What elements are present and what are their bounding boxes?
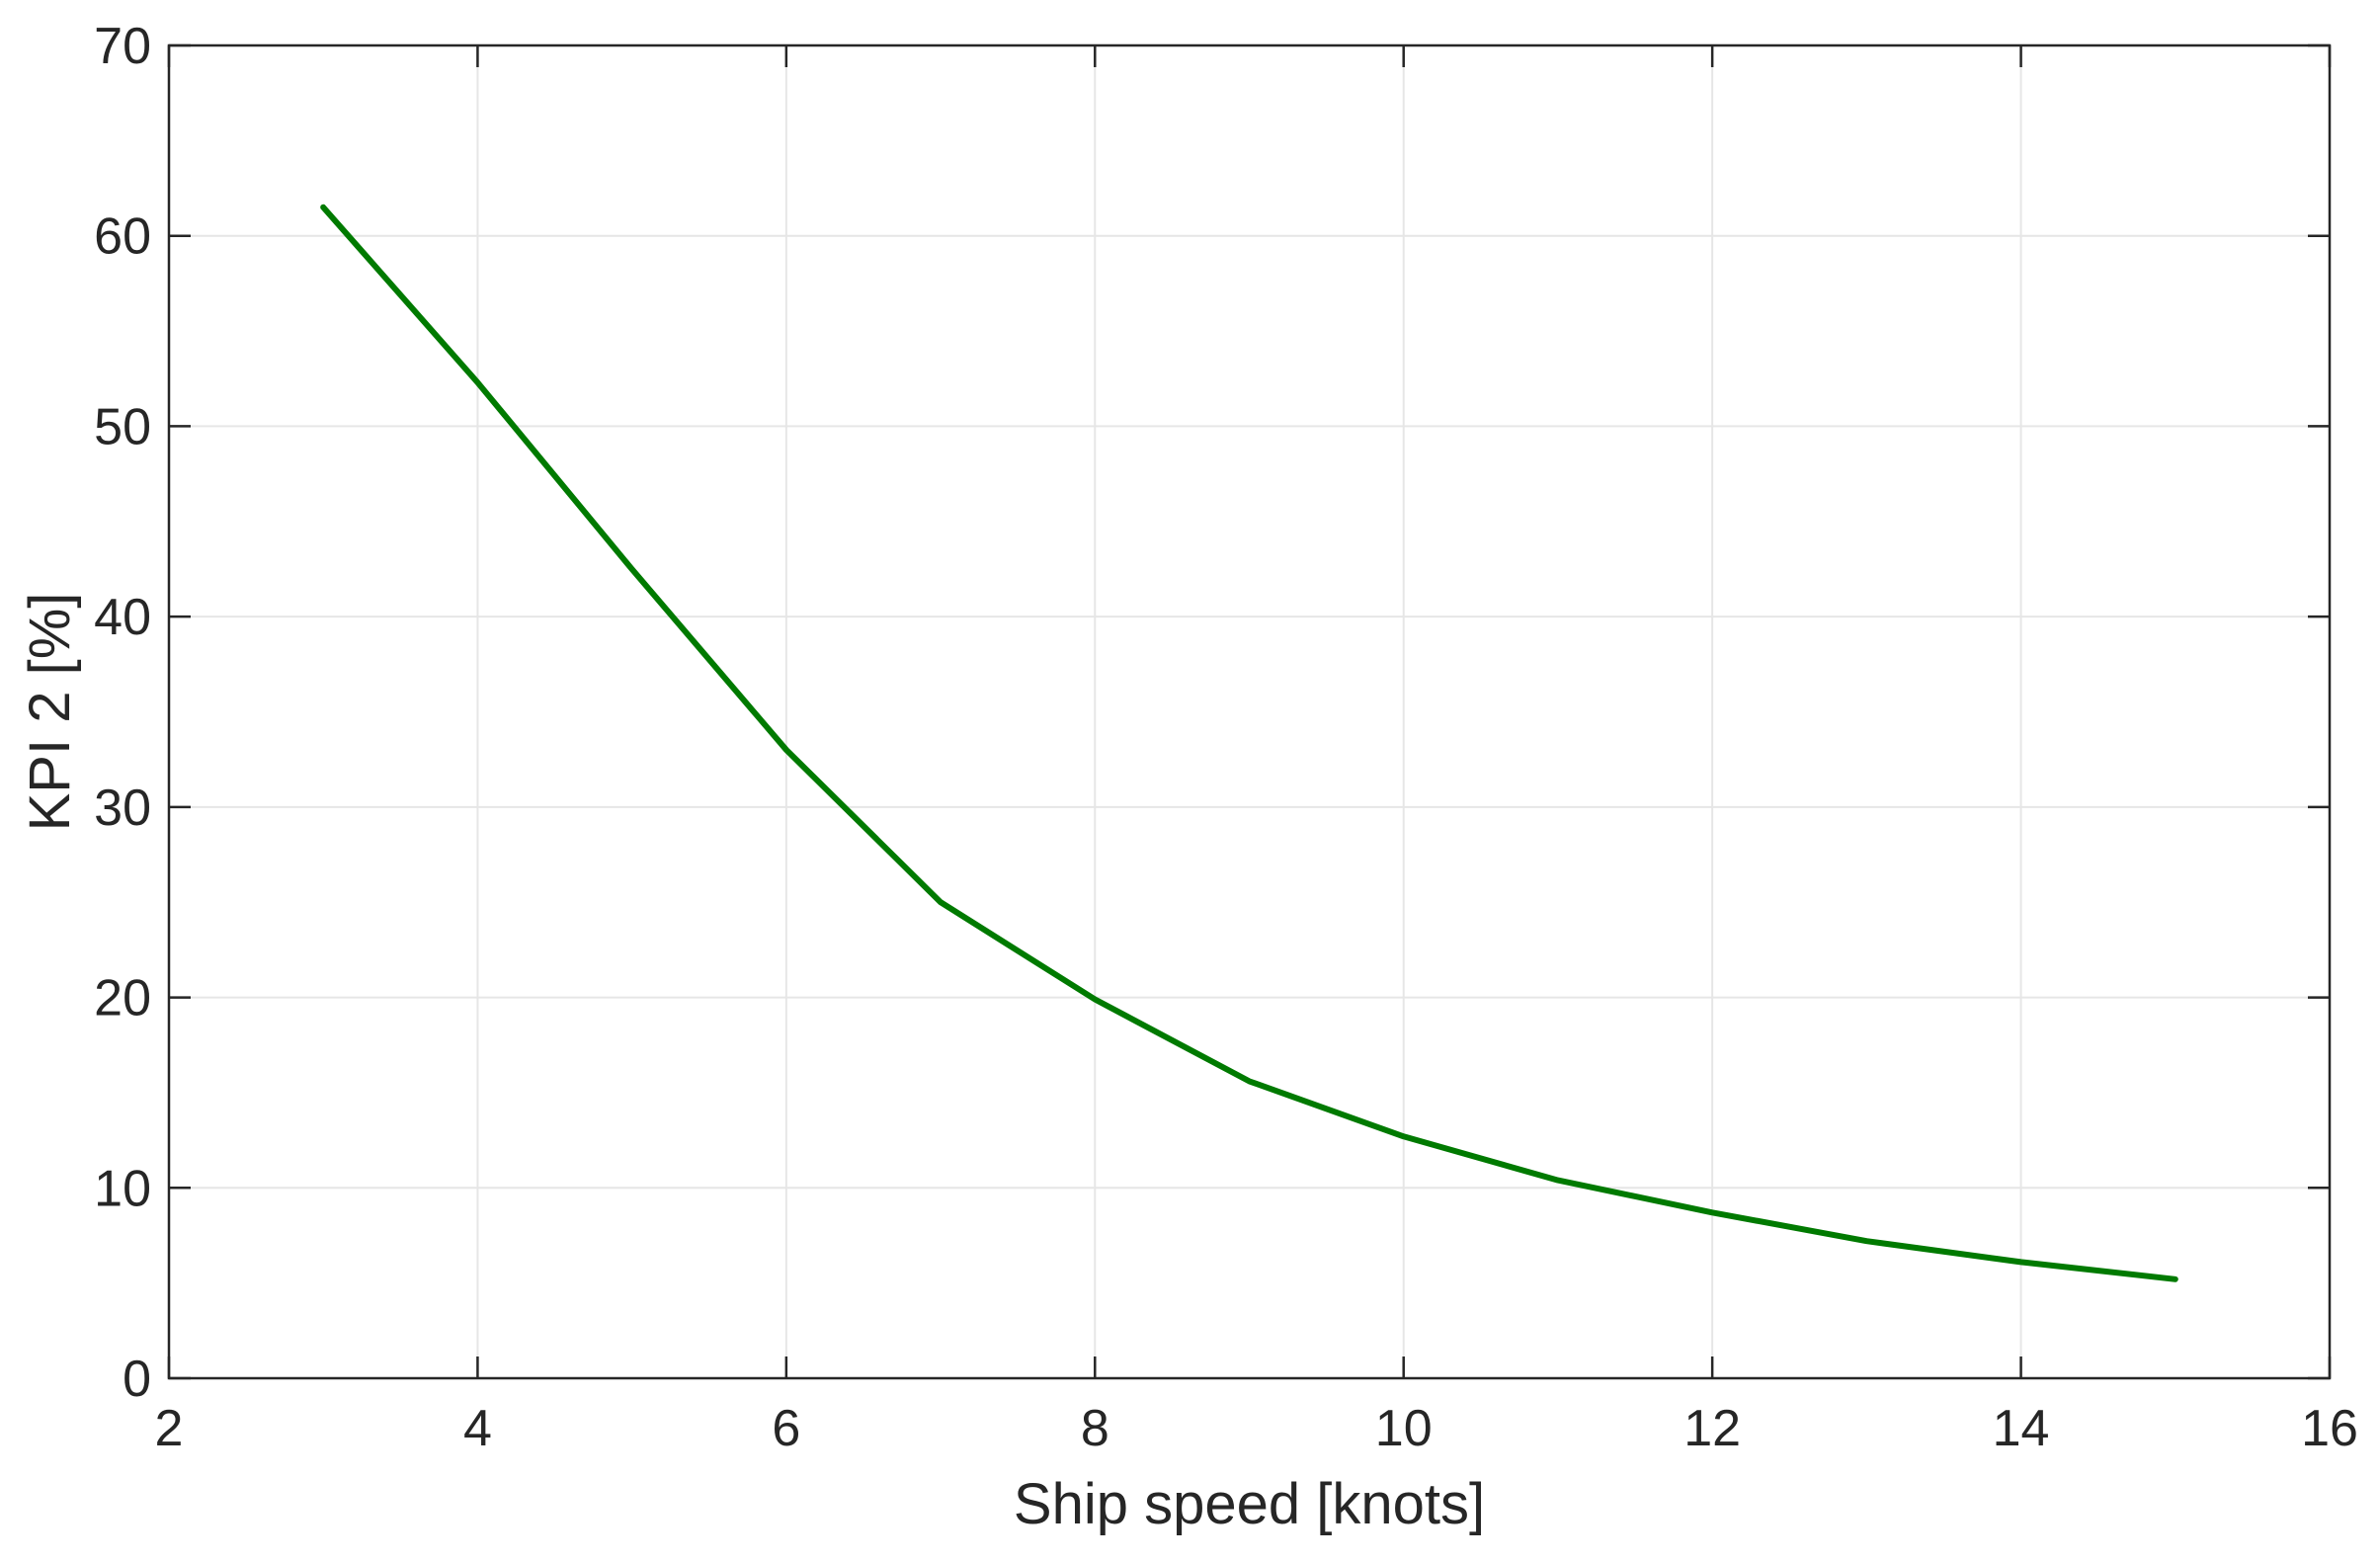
y-axis-label: KPI 2 [%] <box>18 593 82 832</box>
x-tick-label: 8 <box>1081 1400 1109 1457</box>
y-tick-label: 30 <box>94 780 151 837</box>
y-tick-label: 20 <box>94 970 151 1028</box>
y-tick-label: 50 <box>94 398 151 455</box>
x-axis-label: Ship speed [knots] <box>1014 1472 1485 1536</box>
x-tick-label: 12 <box>1683 1400 1741 1457</box>
series-layer <box>320 204 2178 1282</box>
grid <box>169 45 2330 1378</box>
x-tick-label: 10 <box>1375 1400 1433 1457</box>
tick-labels: 2 4 6 8 10 12 14 16 0 10 20 30 40 50 60 70 <box>94 18 2358 1457</box>
x-tick-label: 14 <box>1993 1400 2050 1457</box>
ticks <box>167 43 2332 1380</box>
y-tick-label: 60 <box>94 208 151 266</box>
x-tick-label: 16 <box>2301 1400 2358 1457</box>
y-tick-label: 0 <box>123 1351 151 1408</box>
x-tick-label: 6 <box>772 1400 800 1457</box>
y-tick-label: 10 <box>94 1160 151 1217</box>
y-tick-label: 40 <box>94 589 151 646</box>
x-tick-label: 4 <box>463 1400 492 1457</box>
axes-box <box>167 43 2332 1380</box>
y-tick-label: 70 <box>94 18 151 75</box>
x-tick-label: 2 <box>155 1400 184 1457</box>
